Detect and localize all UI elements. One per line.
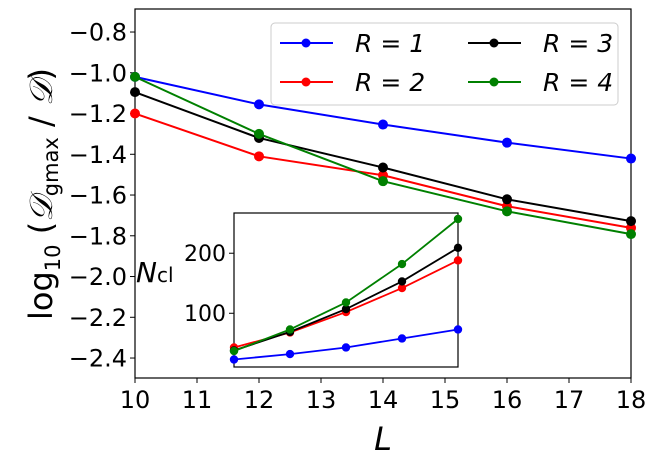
inset-data-point: [397, 334, 407, 343]
inset-data-point: [397, 283, 407, 293]
y-tick-label: −2.0: [69, 263, 127, 291]
y-tick-label: −1.0: [69, 59, 127, 87]
legend-label: R = 3: [543, 29, 613, 58]
legend-marker: [489, 38, 499, 48]
inset-data-point: [341, 298, 351, 307]
legend: R = 1 R = 2 R = 3 R = 4: [270, 22, 619, 106]
x-tick-label: 11: [182, 386, 213, 414]
legend-label: R = 2: [355, 68, 425, 97]
inset-y-axis-label: Ncl: [136, 256, 174, 289]
inset-data-point: [453, 214, 463, 224]
data-point: [130, 71, 140, 82]
inset-data-point: [285, 325, 295, 334]
data-point: [626, 229, 636, 240]
data-point: [378, 176, 388, 187]
legend-marker: [489, 77, 499, 87]
inset-data-point: [453, 256, 463, 265]
inset-data-point: [341, 304, 351, 314]
x-tick-label: 13: [306, 386, 337, 414]
legend-label: R = 4: [543, 68, 613, 97]
y-tick-label: −1.8: [69, 222, 127, 250]
inset-data-point: [341, 343, 351, 352]
inset-axes-frame: [233, 212, 459, 368]
data-point: [378, 162, 388, 173]
data-point: [502, 137, 512, 148]
inset-plot: 100 200: [184, 212, 463, 368]
inset-y-tick-label: 200: [184, 242, 226, 267]
legend-marker: [301, 77, 311, 87]
x-tick-label: 10: [120, 386, 151, 414]
inset-y-tick-label: 100: [184, 302, 226, 327]
x-tick-label: 17: [554, 386, 585, 414]
data-point: [254, 151, 264, 162]
data-point: [254, 128, 264, 139]
data-point: [502, 194, 512, 205]
inset-data-point: [453, 325, 463, 334]
x-axis-label: L: [374, 420, 392, 458]
y-tick-label: −0.8: [69, 19, 127, 47]
data-point: [626, 153, 636, 164]
data-point: [130, 87, 140, 98]
inset-data-point: [229, 355, 239, 364]
inset-data-point: [285, 349, 295, 359]
data-point: [626, 216, 636, 227]
y-tick-label: −1.2: [69, 100, 127, 128]
inset-data-point: [229, 346, 239, 356]
legend-label: R = 1: [355, 29, 425, 58]
data-point: [254, 99, 264, 110]
inset-data-point: [397, 277, 407, 286]
x-tick-label: 12: [244, 386, 275, 414]
y-tick-label: −1.6: [69, 182, 127, 210]
y-axis-label: log10 (𝒟gmax / 𝒟): [22, 68, 65, 320]
x-tick-label: 14: [368, 386, 399, 414]
data-point: [130, 108, 140, 119]
inset-data-point: [453, 243, 463, 253]
x-tick-label: 15: [430, 386, 461, 414]
x-tick-label: 18: [616, 386, 647, 414]
y-tick-label: −2.2: [69, 304, 127, 332]
x-tick-label: 16: [492, 386, 523, 414]
legend-frame: [270, 22, 619, 106]
y-tick-label: −2.4: [69, 345, 127, 373]
data-point: [378, 119, 388, 130]
inset-data-point: [397, 259, 407, 269]
y-tick-label: −1.4: [69, 141, 127, 169]
data-point: [502, 206, 512, 217]
legend-marker: [301, 38, 311, 48]
